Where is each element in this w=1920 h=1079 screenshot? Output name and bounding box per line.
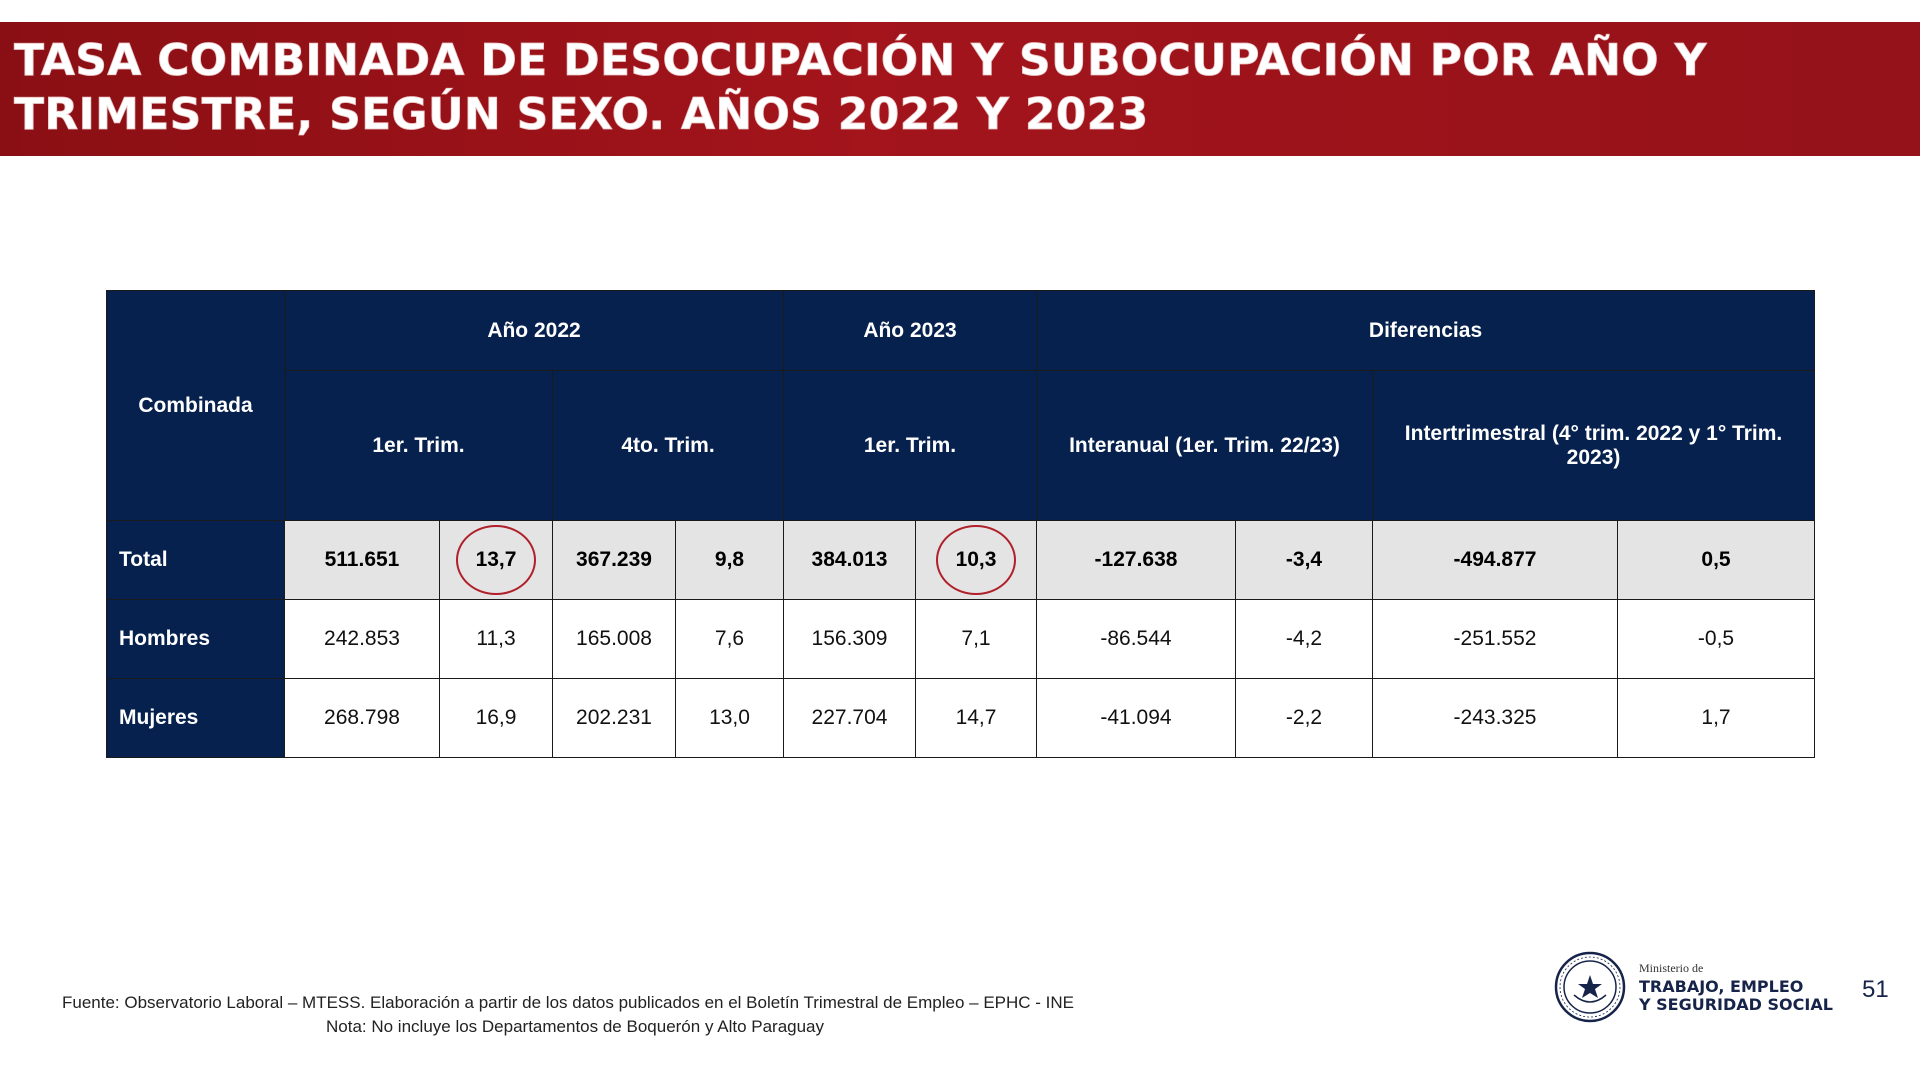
- table-cell: 14,7: [915, 678, 1037, 758]
- highlighted-cell: 10,3: [915, 520, 1037, 600]
- table-cell: -127.638: [1036, 520, 1236, 600]
- table-cell-value: 13,7: [475, 548, 517, 571]
- table-cell: 268.798: [284, 678, 440, 758]
- table-cell: -251.552: [1372, 599, 1618, 679]
- highlight-circle: [456, 525, 536, 595]
- source-text: Fuente: Observatorio Laboral – MTESS. El…: [62, 993, 1074, 1012]
- subheader-intertrimestral: Intertrimestral (4° trim. 2022 y 1° Trim…: [1371, 370, 1816, 521]
- table-cell: 9,8: [675, 520, 784, 600]
- table-cell: -0,5: [1616, 599, 1816, 679]
- note-text: Nota: No incluye los Departamentos de Bo…: [326, 1017, 825, 1036]
- subheader-2023-q1: 1er. Trim.: [783, 370, 1037, 521]
- header-row-periods: 1er. Trim. 4to. Trim. 1er. Trim. Interan…: [107, 370, 1816, 521]
- ministry-line-1: Ministerio de: [1639, 961, 1704, 975]
- page-number: 51: [1862, 976, 1889, 1003]
- table-cell: 0,5: [1616, 520, 1816, 600]
- page-title: TASA COMBINADA DE DESOCUPACIÓN Y SUBOCUP…: [14, 35, 1707, 141]
- group-header-diferencias: Diferencias: [1035, 290, 1816, 371]
- table-row: Total 511.651 13,7 367.239 9,8 384.013 1…: [106, 520, 1816, 600]
- table-cell: -86.544: [1036, 599, 1236, 679]
- table-row: Hombres 242.853 11,3 165.008 7,6 156.309…: [106, 599, 1816, 679]
- corner-header: Combinada: [106, 290, 285, 521]
- row-label: Total: [106, 520, 285, 600]
- table-cell: 16,9: [439, 678, 553, 758]
- subheader-interanual: Interanual (1er. Trim. 22/23): [1036, 370, 1373, 521]
- ministry-line-2: TRABAJO, EMPLEO: [1639, 977, 1804, 996]
- table-cell: 11,3: [439, 599, 553, 679]
- table-cell: 202.231: [552, 678, 676, 758]
- subheader-2022-q1: 1er. Trim.: [284, 370, 553, 521]
- table-cell: -41.094: [1036, 678, 1236, 758]
- subheader-2022-q4: 4to. Trim.: [552, 370, 784, 521]
- data-table: Combinada Año 2022 Año 2023 Diferencias …: [106, 290, 1816, 758]
- header-row-groups: Combinada Año 2022 Año 2023 Diferencias: [106, 290, 1816, 521]
- table-cell: 511.651: [284, 520, 440, 600]
- table-cell: 13,0: [675, 678, 784, 758]
- row-label: Hombres: [106, 599, 285, 679]
- row-label: Mujeres: [106, 678, 285, 758]
- ministry-line-3: Y SEGURIDAD SOCIAL: [1639, 995, 1833, 1014]
- table-cell: -4,2: [1235, 599, 1373, 679]
- table-cell: 7,6: [675, 599, 784, 679]
- highlighted-cell: 13,7: [439, 520, 553, 600]
- table-row: Mujeres 268.798 16,9 202.231 13,0 227.70…: [106, 678, 1816, 758]
- table-cell: 384.013: [783, 520, 916, 600]
- table-cell: -494.877: [1372, 520, 1618, 600]
- table-cell: 242.853: [284, 599, 440, 679]
- table-cell: -3,4: [1235, 520, 1373, 600]
- group-header-2022: Año 2022: [284, 290, 784, 371]
- table-cell: 165.008: [552, 599, 676, 679]
- table-cell: 1,7: [1616, 678, 1816, 758]
- table-cell: 367.239: [552, 520, 676, 600]
- title-banner: TASA COMBINADA DE DESOCUPACIÓN Y SUBOCUP…: [0, 22, 1920, 156]
- table-cell: 156.309: [783, 599, 916, 679]
- table-cell-value: 10,3: [955, 548, 997, 571]
- highlight-circle: [936, 525, 1016, 595]
- group-header-2023: Año 2023: [783, 290, 1037, 371]
- table-cell: -2,2: [1235, 678, 1373, 758]
- seal-logo: [1554, 951, 1626, 1023]
- table-cell: -243.325: [1372, 678, 1618, 758]
- table-cell: 227.704: [783, 678, 916, 758]
- table-cell: 7,1: [915, 599, 1037, 679]
- ministry-logo-text: Ministerio de TRABAJO, EMPLEO Y SEGURIDA…: [1639, 962, 1833, 1014]
